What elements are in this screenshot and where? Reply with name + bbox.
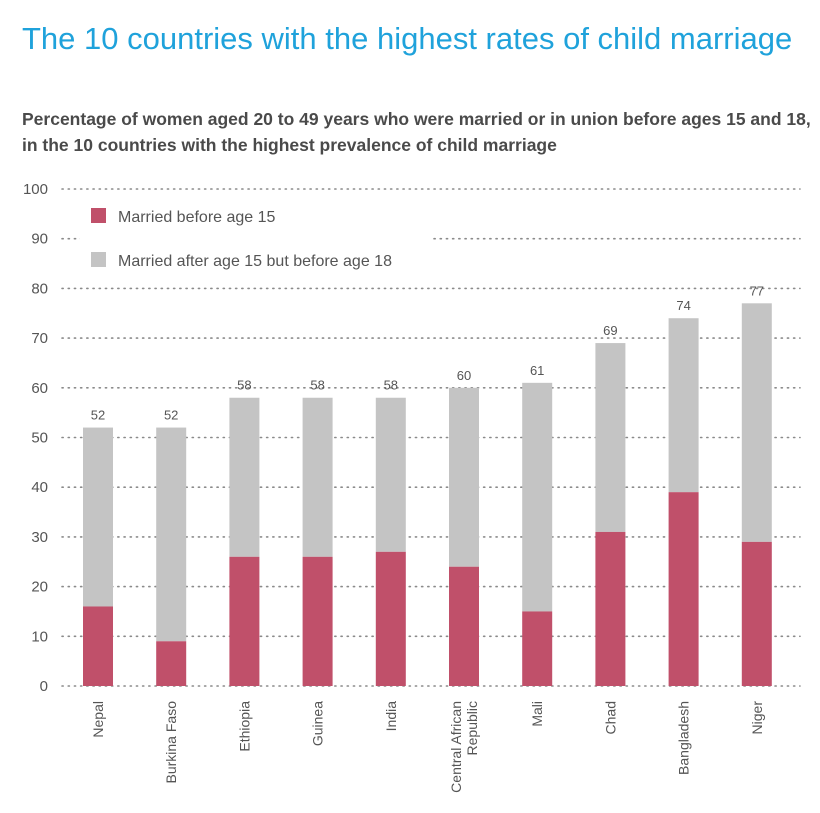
x-category-label: Niger (749, 701, 765, 735)
y-tick-label: 30 (31, 529, 48, 546)
bar-segment-before-18 (302, 397, 333, 557)
y-tick-label: 40 (31, 479, 48, 496)
bar-segment-before-18 (156, 427, 187, 642)
bar-segment-before-15 (668, 492, 699, 686)
bar-segment-before-18 (229, 397, 260, 557)
legend-swatch-before-18 (91, 252, 106, 267)
bar-segment-before-18 (741, 303, 772, 542)
x-category-label: Ethiopia (236, 701, 252, 752)
legend-swatch-before-15 (91, 208, 106, 223)
y-tick-label: 70 (31, 330, 48, 347)
y-tick-label: 80 (31, 280, 48, 297)
x-category-label: Nepal (90, 701, 106, 738)
bar-segment-before-15 (595, 531, 626, 686)
y-tick-label: 90 (31, 231, 48, 248)
bar-total-label: 74 (676, 298, 690, 313)
y-tick-label: 10 (31, 628, 48, 645)
legend-label-before-18: Married after age 15 but before age 18 (118, 253, 392, 270)
y-tick-label: 50 (31, 430, 48, 447)
y-tick-label: 60 (31, 380, 48, 397)
x-category-label: Burkina Faso (163, 701, 179, 784)
legend-background (80, 196, 430, 274)
x-category-label: Republic (464, 701, 480, 755)
bar-total-label: 58 (237, 378, 251, 393)
bar-total-label: 77 (750, 283, 764, 298)
bar-segment-before-15 (229, 556, 260, 686)
bar-segment-before-15 (156, 641, 187, 686)
bar-total-label: 58 (310, 378, 324, 393)
bar-total-label: 69 (603, 323, 617, 338)
bar-total-label: 58 (384, 378, 398, 393)
x-category-label: Chad (602, 701, 618, 734)
legend-label-before-15: Married before age 15 (118, 209, 276, 226)
bar-segment-before-18 (449, 387, 479, 567)
y-tick-label: 20 (31, 579, 48, 596)
bar-segment-before-18 (375, 397, 406, 552)
x-category-label: Mali (529, 701, 545, 727)
y-tick-label: 0 (40, 678, 48, 695)
bar-segment-before-15 (375, 551, 406, 686)
x-category-label: India (383, 701, 399, 732)
chart-title: The 10 countries with the highest rates … (22, 21, 793, 56)
x-category-label: Guinea (310, 701, 326, 746)
x-category-label: Central African (448, 701, 464, 793)
bar-total-label: 60 (457, 368, 471, 383)
y-tick-label: 100 (23, 181, 48, 198)
bar-segment-before-15 (83, 606, 113, 686)
chart-subtitle: Percentage of women aged 20 to 49 years … (22, 109, 811, 155)
bar-total-label: 52 (91, 408, 105, 423)
bar-segment-before-15 (302, 556, 333, 686)
bar-segment-before-18 (83, 427, 113, 607)
bar-segment-before-18 (668, 318, 699, 493)
x-category-label: Bangladesh (676, 701, 692, 775)
bar-segment-before-15 (741, 541, 772, 686)
bar-segment-before-15 (522, 611, 553, 686)
bar-segment-before-18 (522, 382, 553, 612)
bar-segment-before-15 (449, 566, 479, 686)
bar-total-label: 52 (164, 408, 178, 423)
bar-total-label: 61 (530, 363, 544, 378)
bar-segment-before-18 (595, 343, 626, 532)
